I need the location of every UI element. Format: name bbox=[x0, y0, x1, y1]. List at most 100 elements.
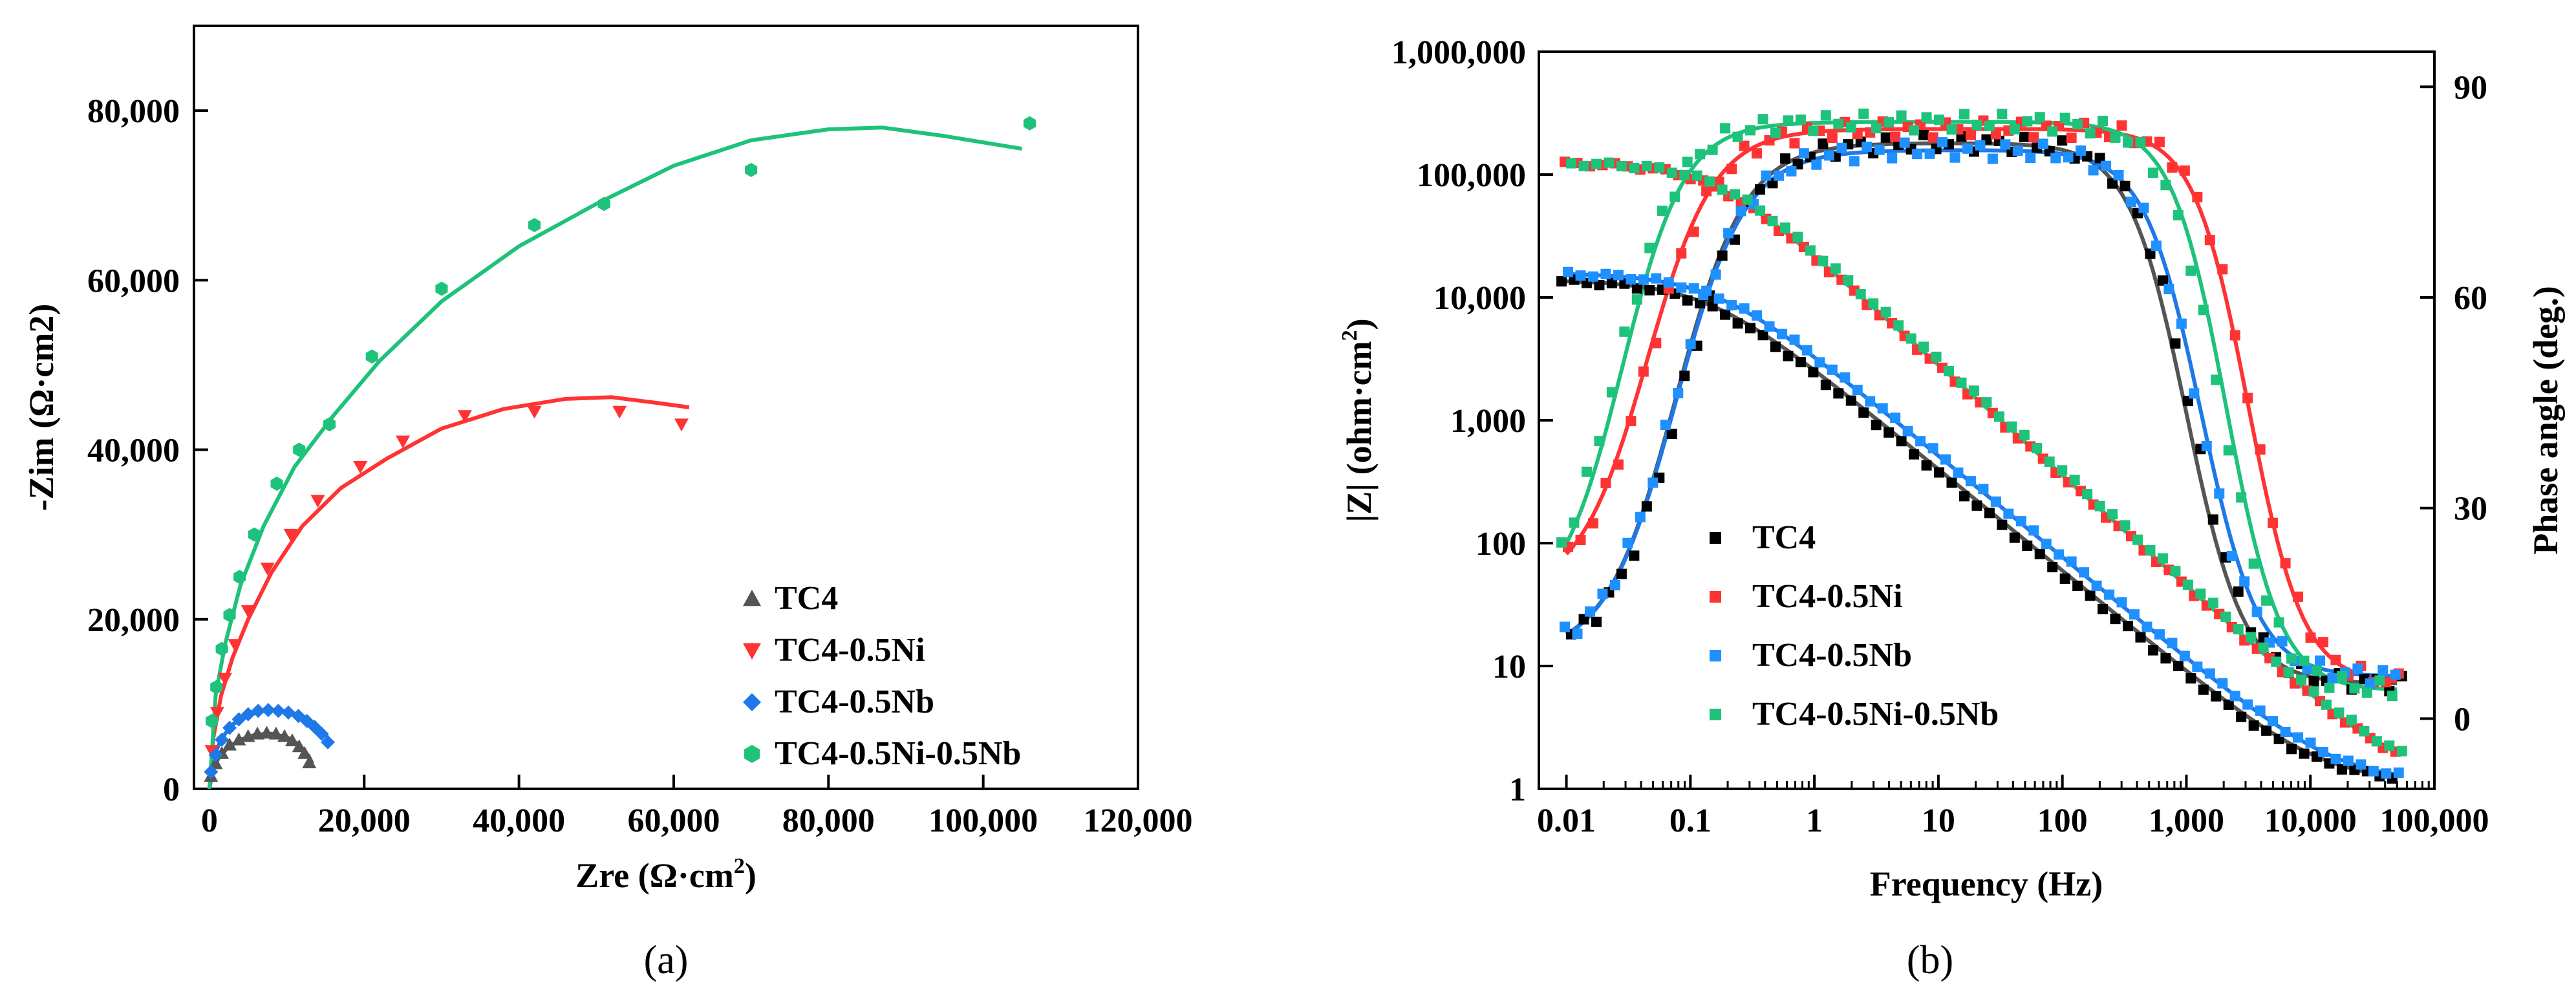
panel-a-label: (a) bbox=[644, 938, 689, 982]
data-point-tc4-0-5nb bbox=[204, 764, 219, 779]
data-point-tc4-0-5ni bbox=[283, 528, 298, 542]
phase-point-tc4-0-5ni-0-5nb bbox=[1644, 242, 1655, 253]
x-tick-label: 60,000 bbox=[627, 802, 720, 839]
phase-point-tc4 bbox=[2019, 131, 2030, 142]
impedance-point-tc4-0-5nb bbox=[2028, 525, 2039, 536]
impedance-point-tc4-0-5ni-0-5nb bbox=[2308, 686, 2319, 697]
impedance-point-tc4-0-5ni-0-5nb bbox=[1604, 157, 1615, 168]
phase-point-tc4-0-5nb bbox=[2050, 153, 2061, 164]
phase-point-tc4-0-5ni-0-5nb bbox=[2160, 180, 2171, 191]
phase-point-tc4-0-5ni-0-5nb bbox=[1669, 191, 1680, 202]
panel-b-xlabel: Frequency (Hz) bbox=[1870, 865, 2103, 903]
phase-point-tc4-0-5ni-0-5nb bbox=[2147, 167, 2158, 178]
phase-point-tc4-0-5ni bbox=[1575, 534, 1586, 545]
impedance-point-tc4-0-5ni-0-5nb bbox=[2057, 465, 2068, 476]
phase-point-tc4-0-5ni-0-5nb bbox=[1594, 436, 1605, 447]
phase-point-tc4-0-5nb bbox=[2189, 388, 2200, 399]
phase-point-tc4-0-5ni-0-5nb bbox=[1795, 114, 1806, 125]
impedance-point-tc4-0-5nb bbox=[2003, 508, 2014, 519]
data-point-tc4-0-5nb bbox=[314, 726, 329, 741]
impedance-point-tc4-0-5nb bbox=[1764, 321, 1775, 332]
impedance-point-tc4 bbox=[2173, 661, 2184, 672]
impedance-point-tc4 bbox=[2135, 632, 2146, 643]
data-point-tc4 bbox=[222, 737, 237, 751]
data-point-tc4-0-5ni bbox=[217, 672, 232, 686]
impedance-point-tc4-0-5ni-0-5nb bbox=[1717, 184, 1728, 195]
x-tick-label: 100 bbox=[2037, 802, 2088, 839]
panel-a-xlabel: Zre (Ω·cm2) bbox=[575, 854, 757, 895]
phase-point-tc4-0-5ni bbox=[1600, 478, 1611, 489]
phase-point-tc4-0-5ni-0-5nb bbox=[1770, 127, 1781, 138]
phase-point-tc4-0-5nb bbox=[1710, 269, 1721, 280]
phase-point-tc4-0-5ni-0-5nb bbox=[1695, 149, 1706, 160]
phase-point-tc4-0-5ni bbox=[2280, 558, 2291, 569]
phase-point-tc4 bbox=[2170, 338, 2181, 349]
y-tick-label: 40,000 bbox=[87, 433, 180, 469]
legend-label-tc4-0-5nb: TC4-0.5Nb bbox=[1752, 637, 1912, 674]
phase-point-tc4-0-5ni-0-5nb bbox=[2361, 687, 2372, 698]
x-tick-label: 100,000 bbox=[2380, 802, 2489, 839]
impedance-point-tc4-0-5nb bbox=[2343, 755, 2354, 766]
phase-point-tc4-0-5ni-0-5nb bbox=[2311, 665, 2322, 676]
phase-point-tc4-0-5ni-0-5nb bbox=[2299, 655, 2310, 666]
phase-point-tc4-0-5nb bbox=[2201, 440, 2212, 451]
phase-point-tc4 bbox=[2120, 180, 2131, 191]
impedance-point-tc4-0-5ni-0-5nb bbox=[2220, 611, 2231, 622]
impedance-point-tc4 bbox=[1984, 508, 1995, 519]
impedance-point-tc4-0-5ni-0-5nb bbox=[2182, 579, 2193, 590]
phase-point-tc4-0-5ni-0-5nb bbox=[1783, 115, 1794, 126]
phase-point-tc4-0-5nb bbox=[1660, 420, 1671, 431]
y-tick-label: 0 bbox=[163, 771, 180, 808]
impedance-point-tc4-0-5nb bbox=[1651, 273, 1662, 284]
legend-marker-tc4 bbox=[743, 590, 761, 607]
impedance-point-tc4 bbox=[1783, 350, 1794, 361]
impedance-point-tc4-0-5ni-0-5nb bbox=[2233, 624, 2244, 635]
phase-point-tc4-0-5ni bbox=[2154, 136, 2165, 147]
phase-point-tc4-0-5nb bbox=[2352, 663, 2363, 674]
y-tick-label: 10 bbox=[1492, 649, 1526, 685]
phase-point-tc4-0-5nb bbox=[1609, 579, 1620, 590]
phase-point-tc4-0-5ni-0-5nb bbox=[1971, 120, 1982, 131]
data-point-tc4 bbox=[268, 726, 283, 740]
phase-point-tc4-0-5nb bbox=[2277, 636, 2288, 647]
phase-point-tc4-0-5ni-0-5nb bbox=[2286, 653, 2297, 664]
phase-point-tc4-0-5ni-0-5nb bbox=[2236, 492, 2247, 503]
phase-point-tc4-0-5ni bbox=[2217, 264, 2228, 275]
phase-point-tc4-0-5ni bbox=[2242, 392, 2253, 403]
impedance-point-tc4 bbox=[2198, 684, 2209, 695]
impedance-point-tc4-0-5ni-0-5nb bbox=[1755, 205, 1766, 216]
impedance-point-tc4-0-5nb bbox=[2393, 767, 2404, 778]
impedance-point-tc4-0-5nb bbox=[1587, 271, 1598, 282]
impedance-point-tc4 bbox=[1720, 309, 1731, 320]
impedance-point-tc4-0-5nb bbox=[2167, 638, 2178, 649]
impedance-point-tc4-0-5ni-0-5nb bbox=[2094, 500, 2105, 511]
impedance-point-tc4-0-5ni-0-5nb bbox=[2157, 553, 2168, 564]
impedance-point-tc4-0-5nb bbox=[1626, 274, 1637, 285]
phase-point-tc4-0-5nb bbox=[2390, 669, 2401, 680]
data-point-tc4-0-5ni bbox=[228, 639, 242, 652]
legend-marker-tc4-0-5ni-0-5nb bbox=[744, 745, 760, 763]
impedance-point-tc4 bbox=[2047, 562, 2058, 573]
phase-point-tc4-0-5ni bbox=[2317, 637, 2328, 648]
impedance-point-tc4 bbox=[1959, 491, 1970, 502]
x-tick-label: 1,000 bbox=[2149, 802, 2224, 839]
phase-point-tc4-0-5ni-0-5nb bbox=[1884, 117, 1894, 128]
phase-point-tc4-0-5ni-0-5nb bbox=[2374, 675, 2385, 686]
impedance-point-tc4 bbox=[1909, 449, 1920, 460]
data-point-tc4-0-5nb bbox=[321, 735, 336, 749]
impedance-point-tc4-0-5ni-0-5nb bbox=[1742, 194, 1753, 205]
impedance-point-tc4 bbox=[2248, 720, 2259, 731]
impedance-point-tc4-0-5ni-0-5nb bbox=[2271, 656, 2282, 667]
impedance-point-tc4-0-5ni-0-5nb bbox=[1905, 333, 1916, 344]
data-point-tc4 bbox=[297, 746, 312, 759]
data-point-tc4-0-5ni bbox=[612, 405, 627, 419]
phase-point-tc4-0-5nb bbox=[1735, 206, 1746, 217]
phase-point-tc4-0-5nb bbox=[1786, 166, 1797, 177]
phase-point-tc4-0-5nb bbox=[1987, 153, 1998, 164]
impedance-point-tc4-0-5nb bbox=[1739, 303, 1750, 314]
phase-point-tc4-0-5nb bbox=[1924, 148, 1935, 159]
legend-label-tc4-0-5ni: TC4-0.5Ni bbox=[1752, 578, 1903, 615]
phase-point-tc4-0-5ni-0-5nb bbox=[2022, 116, 2033, 127]
impedance-point-tc4-0-5nb bbox=[2041, 539, 2052, 550]
